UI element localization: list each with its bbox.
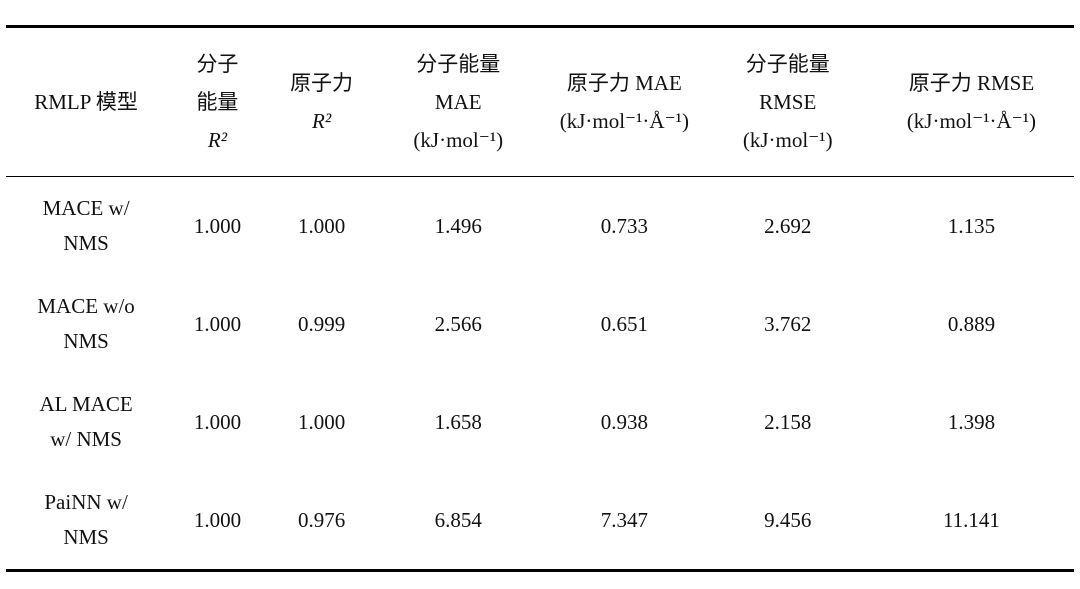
value-cell: 9.456 xyxy=(764,507,812,532)
model-name-line: MACE w/ xyxy=(42,196,130,220)
table-row-mace-w-nms: MACE w/ NMS 1.000 1.000 1.496 0.733 2.69… xyxy=(6,177,1074,276)
value-cell: 7.347 xyxy=(600,507,648,532)
value-cell: 2.692 xyxy=(764,213,812,238)
header-line: RMSE xyxy=(759,90,817,114)
header-line: 原子力 xyxy=(290,71,354,95)
header-line: MAE xyxy=(434,90,482,114)
model-name-line: w/ NMS xyxy=(50,427,122,451)
model-name-line: NMS xyxy=(63,525,109,549)
value-cell: 1.135 xyxy=(947,213,996,238)
value-cell: 0.999 xyxy=(297,311,346,336)
value-cell: 11.141 xyxy=(942,507,1000,532)
value-cell: 2.566 xyxy=(434,311,482,336)
value-cell: 0.651 xyxy=(600,311,648,336)
value-cell: 6.854 xyxy=(434,507,482,532)
model-name-line: MACE w/o xyxy=(37,294,135,318)
model-name-cell: MACE w/o NMS xyxy=(6,275,166,373)
value-cell: 1.000 xyxy=(193,311,242,336)
col-header-molecular-energy-r2: 分子 能量 R² xyxy=(166,26,269,177)
model-name-cell: PaiNN w/ NMS xyxy=(6,471,166,571)
header-line: 分子能量 xyxy=(416,52,501,76)
col-header-atomic-force-r2: 原子力 R² xyxy=(268,26,375,177)
value-cell: 1.658 xyxy=(434,409,482,434)
value-cell: 1.000 xyxy=(297,213,346,238)
header-unit-line: (kJ·mol⁻¹·Å⁻¹) xyxy=(559,109,689,133)
value-cell: 1.000 xyxy=(297,409,346,434)
value-cell: 2.158 xyxy=(764,409,812,434)
value-cell: 1.398 xyxy=(947,409,996,434)
header-row: RMLP 模型 分子 能量 R² 原子力 R² 分子能量 MAE (kJ·mol… xyxy=(6,26,1074,177)
table-row-mace-wo-nms: MACE w/o NMS 1.000 0.999 2.566 0.651 3.7… xyxy=(6,275,1074,373)
value-cell: 1.000 xyxy=(193,409,242,434)
header-unit-line: (kJ·mol⁻¹·Å⁻¹) xyxy=(906,109,1037,133)
model-name-cell: MACE w/ NMS xyxy=(6,177,166,276)
value-cell: 1.496 xyxy=(434,213,482,238)
value-cell: 0.733 xyxy=(600,213,648,238)
value-cell: 1.000 xyxy=(193,213,242,238)
table-row-painn-w-nms: PaiNN w/ NMS 1.000 0.976 6.854 7.347 9.4… xyxy=(6,471,1074,571)
col-header-rmlp-model: RMLP 模型 xyxy=(6,26,167,177)
model-name-line: PaiNN w/ xyxy=(44,490,128,514)
model-name-line: NMS xyxy=(63,231,109,255)
col-header-molecular-energy-mae: 分子能量 MAE (kJ·mol⁻¹) xyxy=(374,26,543,177)
rmlp-metrics-table: RMLP 模型 分子 能量 R² 原子力 R² 分子能量 MAE (kJ·mol… xyxy=(6,25,1074,572)
model-name-line: AL MACE xyxy=(39,392,133,416)
header-line: RMLP 模型 xyxy=(34,90,138,114)
header-unit-line: (kJ·mol⁻¹) xyxy=(742,128,833,152)
header-line: 能量 xyxy=(196,90,239,114)
header-line: 原子力 MAE xyxy=(566,71,682,95)
value-cell: 0.938 xyxy=(600,409,648,434)
col-header-atomic-force-rmse: 原子力 RMSE (kJ·mol⁻¹·Å⁻¹) xyxy=(868,26,1074,177)
col-header-molecular-energy-rmse: 分子能量 RMSE (kJ·mol⁻¹) xyxy=(706,26,869,177)
table-row-al-mace-w-nms: AL MACE w/ NMS 1.000 1.000 1.658 0.938 2… xyxy=(6,373,1074,471)
header-line: 原子力 RMSE xyxy=(908,71,1035,95)
header-line: 分子能量 xyxy=(745,52,830,76)
value-cell: 3.762 xyxy=(764,311,812,336)
header-line-r-squared: R² xyxy=(312,109,332,133)
value-cell: 0.976 xyxy=(297,507,346,532)
header-unit-line: (kJ·mol⁻¹) xyxy=(413,128,504,152)
col-header-atomic-force-mae: 原子力 MAE (kJ·mol⁻¹·Å⁻¹) xyxy=(542,26,707,177)
model-name-line: NMS xyxy=(63,329,109,353)
model-name-cell: AL MACE w/ NMS xyxy=(6,373,166,471)
header-line-r-squared: R² xyxy=(207,128,227,152)
value-cell: 1.000 xyxy=(193,507,242,532)
header-line: 分子 xyxy=(196,52,239,76)
value-cell: 0.889 xyxy=(947,311,996,336)
